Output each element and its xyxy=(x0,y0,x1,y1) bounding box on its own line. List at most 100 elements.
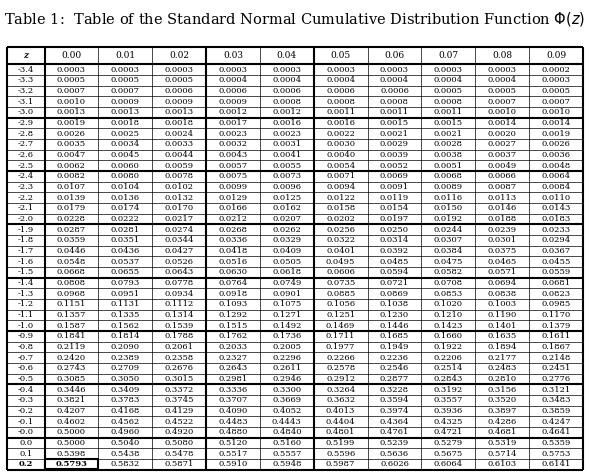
Text: 0.0002: 0.0002 xyxy=(542,66,571,74)
Text: 0.0005: 0.0005 xyxy=(542,87,571,95)
Text: -1.3: -1.3 xyxy=(18,290,34,298)
Text: 0.0005: 0.0005 xyxy=(488,87,517,95)
Text: 0.0036: 0.0036 xyxy=(542,151,571,159)
Text: 0.1131: 0.1131 xyxy=(110,300,140,308)
Text: 0.0934: 0.0934 xyxy=(165,290,194,298)
Text: 0.0025: 0.0025 xyxy=(111,130,140,138)
Text: 0.1170: 0.1170 xyxy=(542,311,571,319)
Text: 0.0143: 0.0143 xyxy=(541,204,571,212)
Text: 0.5596: 0.5596 xyxy=(326,450,355,458)
Text: -3.2: -3.2 xyxy=(18,87,34,95)
Text: -1.9: -1.9 xyxy=(18,226,34,234)
Text: 0.1611: 0.1611 xyxy=(542,332,571,340)
Text: 0.0019: 0.0019 xyxy=(57,119,86,127)
Text: -3.0: -3.0 xyxy=(18,108,34,116)
Text: 0.2643: 0.2643 xyxy=(218,364,248,372)
Text: 0.3015: 0.3015 xyxy=(165,375,194,383)
Text: 0.0643: 0.0643 xyxy=(165,268,194,276)
Text: 0.4761: 0.4761 xyxy=(380,428,409,436)
Text: 0.0207: 0.0207 xyxy=(273,215,301,223)
Text: 0.0113: 0.0113 xyxy=(487,194,517,202)
Text: 0.0107: 0.0107 xyxy=(57,183,86,191)
Text: 0.0006: 0.0006 xyxy=(218,87,247,95)
Text: 0.0010: 0.0010 xyxy=(542,108,571,116)
Text: 0.0869: 0.0869 xyxy=(380,290,409,298)
Text: 0.5319: 0.5319 xyxy=(487,439,517,447)
Text: 0.5398: 0.5398 xyxy=(57,450,86,458)
Text: 0.0409: 0.0409 xyxy=(272,247,301,255)
Text: 0.4207: 0.4207 xyxy=(57,407,86,415)
Text: -1.7: -1.7 xyxy=(18,247,34,255)
Text: 0.0367: 0.0367 xyxy=(542,247,571,255)
Text: 0.4801: 0.4801 xyxy=(326,428,355,436)
Text: 0.0016: 0.0016 xyxy=(273,119,301,127)
Text: 0.5000: 0.5000 xyxy=(57,428,86,436)
Text: 0.6026: 0.6026 xyxy=(380,460,409,468)
Text: 0.0294: 0.0294 xyxy=(542,236,571,244)
Text: 0.0017: 0.0017 xyxy=(218,119,248,127)
Text: 0.0041: 0.0041 xyxy=(272,151,301,159)
Text: 0.4880: 0.4880 xyxy=(218,428,248,436)
Text: 0.4013: 0.4013 xyxy=(326,407,355,415)
Text: 0.0013: 0.0013 xyxy=(165,108,194,116)
Text: 0.1190: 0.1190 xyxy=(487,311,517,319)
Text: 0.1446: 0.1446 xyxy=(380,321,409,329)
Text: 0.4641: 0.4641 xyxy=(541,428,571,436)
Text: 0.5239: 0.5239 xyxy=(380,439,409,447)
Text: 0.0274: 0.0274 xyxy=(165,226,194,234)
Text: 0.0823: 0.0823 xyxy=(542,290,571,298)
Text: 0.0008: 0.0008 xyxy=(380,98,409,106)
Text: 0.1230: 0.1230 xyxy=(380,311,409,319)
Text: 0.0351: 0.0351 xyxy=(111,236,140,244)
Text: 0.0158: 0.0158 xyxy=(326,204,355,212)
Text: 0.0014: 0.0014 xyxy=(487,119,517,127)
Text: 0.0008: 0.0008 xyxy=(326,98,355,106)
Text: 0.1335: 0.1335 xyxy=(110,311,140,319)
Text: -0.0: -0.0 xyxy=(18,428,34,436)
Text: 0.0071: 0.0071 xyxy=(326,172,355,180)
Text: 0.0262: 0.0262 xyxy=(273,226,301,234)
Text: 0.0039: 0.0039 xyxy=(380,151,409,159)
Text: 0.0314: 0.0314 xyxy=(380,236,409,244)
Text: 0.0052: 0.0052 xyxy=(380,161,409,169)
Text: 0.2946: 0.2946 xyxy=(272,375,301,383)
Text: 0.3156: 0.3156 xyxy=(487,386,517,394)
Text: 0.4840: 0.4840 xyxy=(272,428,301,436)
Text: 0.1423: 0.1423 xyxy=(434,321,463,329)
Text: 0.0359: 0.0359 xyxy=(57,236,86,244)
Text: 0.0228: 0.0228 xyxy=(57,215,86,223)
Text: 0.2451: 0.2451 xyxy=(541,364,571,372)
Text: 0.0069: 0.0069 xyxy=(380,172,409,180)
Text: 0.0011: 0.0011 xyxy=(380,108,409,116)
Text: 0.04: 0.04 xyxy=(277,51,297,60)
Text: 0.0073: 0.0073 xyxy=(272,172,301,180)
Text: 0.5871: 0.5871 xyxy=(165,460,194,468)
Text: 0.4168: 0.4168 xyxy=(110,407,140,415)
Text: 0.0694: 0.0694 xyxy=(487,279,517,287)
Text: 0.0192: 0.0192 xyxy=(434,215,463,223)
Text: 0.0136: 0.0136 xyxy=(111,194,140,202)
Text: 0.0250: 0.0250 xyxy=(380,226,409,234)
Text: 0.0475: 0.0475 xyxy=(434,258,463,266)
Text: 0.0028: 0.0028 xyxy=(434,140,463,148)
Text: 0.3974: 0.3974 xyxy=(380,407,409,415)
Text: 0.5279: 0.5279 xyxy=(434,439,463,447)
Text: 0.1271: 0.1271 xyxy=(272,311,301,319)
Text: 0.0212: 0.0212 xyxy=(218,215,247,223)
Text: 0.0446: 0.0446 xyxy=(57,247,86,255)
Text: 0.0344: 0.0344 xyxy=(165,236,194,244)
Text: 0.0006: 0.0006 xyxy=(326,87,355,95)
Text: 0.1685: 0.1685 xyxy=(380,332,409,340)
Text: 0.0233: 0.0233 xyxy=(542,226,571,234)
Text: 0.0004: 0.0004 xyxy=(487,76,517,84)
Text: 0.1539: 0.1539 xyxy=(165,321,194,329)
Text: 0.2206: 0.2206 xyxy=(434,354,463,362)
Text: 0.0007: 0.0007 xyxy=(57,87,86,95)
Text: 0.0630: 0.0630 xyxy=(218,268,247,276)
Text: 0.0808: 0.0808 xyxy=(57,279,86,287)
Text: -2.1: -2.1 xyxy=(18,204,34,212)
Text: -2.0: -2.0 xyxy=(18,215,34,223)
Text: 0.2033: 0.2033 xyxy=(218,343,248,351)
Text: 0.0023: 0.0023 xyxy=(218,130,247,138)
Text: 0.0005: 0.0005 xyxy=(57,76,86,84)
